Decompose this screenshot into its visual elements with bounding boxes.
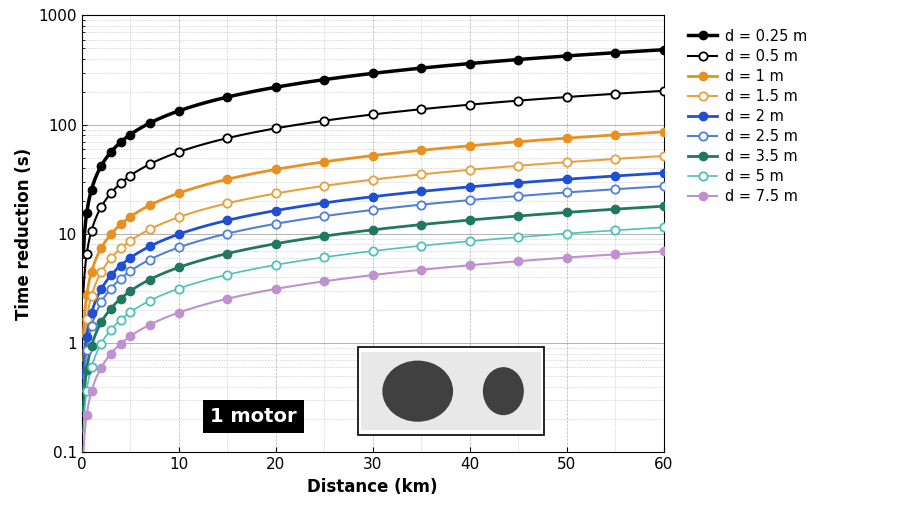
Bar bbox=[358, 347, 544, 435]
Bar bbox=[361, 352, 542, 431]
Ellipse shape bbox=[483, 367, 524, 415]
X-axis label: Distance (km): Distance (km) bbox=[307, 478, 438, 495]
Text: 1 motor: 1 motor bbox=[210, 407, 296, 426]
Y-axis label: Time reduction (s): Time reduction (s) bbox=[15, 148, 33, 320]
Ellipse shape bbox=[383, 361, 453, 421]
Legend: d = 0.25 m, d = 0.5 m, d = 1 m, d = 1.5 m, d = 2 m, d = 2.5 m, d = 3.5 m, d = 5 : d = 0.25 m, d = 0.5 m, d = 1 m, d = 1.5 … bbox=[683, 23, 813, 210]
